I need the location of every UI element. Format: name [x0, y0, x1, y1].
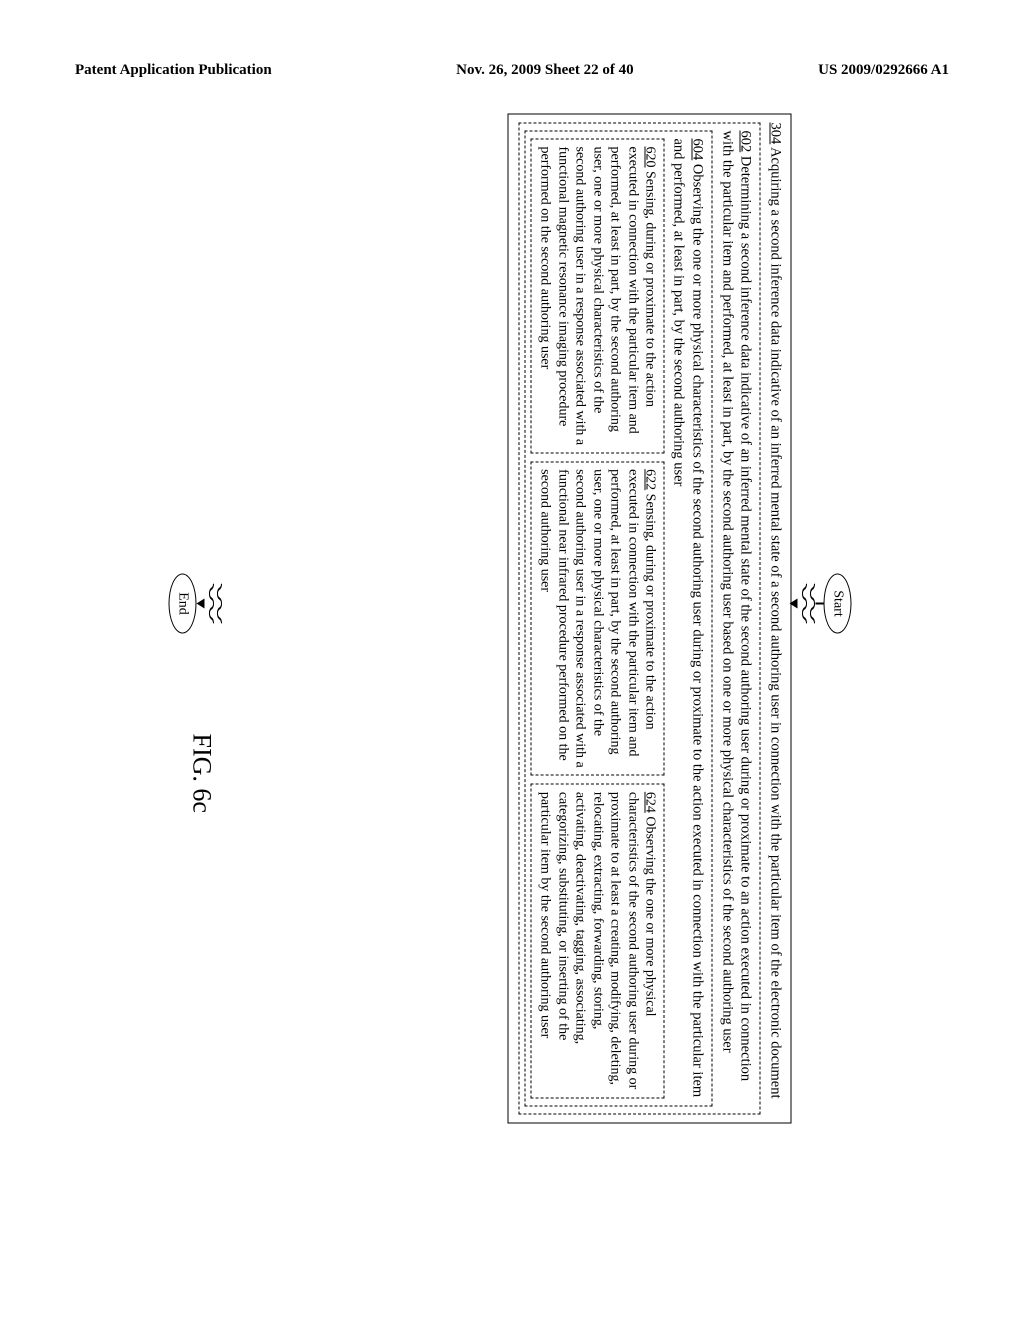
- step-num: 604: [689, 139, 705, 161]
- step-num: 620: [643, 147, 658, 168]
- step-body: Determining a second inference data indi…: [719, 131, 753, 1082]
- step-num: 602: [737, 131, 753, 153]
- step-num: 622: [643, 469, 658, 490]
- start-label: Start: [830, 590, 846, 616]
- step-624-box: 624 Observing the one or more physical c…: [530, 784, 665, 1099]
- end-label: End: [175, 592, 191, 615]
- break-squiggle: 〰: [799, 584, 809, 624]
- step-620-box: 620 Sensing, during or proximate to the …: [530, 139, 665, 454]
- step-body: Acquiring a second inference data indica…: [768, 144, 784, 1098]
- step-body: Sensing, during or proximate to the acti…: [538, 147, 658, 446]
- step-304-text: 304 Acquiring a second inference data in…: [766, 123, 784, 1115]
- step-602-box: 602 Determining a second inference data …: [518, 123, 760, 1115]
- end-node: End: [169, 574, 197, 634]
- start-node: Start: [824, 574, 852, 634]
- page-header: Patent Application Publication Nov. 26, …: [0, 62, 1024, 79]
- figure-label: FIG. 6c: [187, 734, 217, 813]
- flow-end-group: 〰 〰 End: [169, 574, 223, 634]
- step-body: Observing the one or more physical chara…: [538, 792, 658, 1089]
- flow-start-group: Start 〰 〰: [790, 574, 852, 634]
- break-squiggle: 〰: [206, 584, 216, 624]
- rotated-content: Start 〰 〰 304 Acquiring a second inferen…: [2, 284, 1022, 967]
- step-num: 624: [643, 792, 658, 813]
- step-602-text: 602 Determining a second inference data …: [718, 131, 754, 1107]
- step-num: 304: [768, 123, 784, 145]
- step-304-box: 304 Acquiring a second inference data in…: [507, 114, 791, 1124]
- step-622-box: 622 Sensing, during or proximate to the …: [530, 461, 665, 776]
- header-left: Patent Application Publication: [75, 62, 272, 79]
- header-right: US 2009/0292666 A1: [818, 62, 949, 79]
- header-center: Nov. 26, 2009 Sheet 22 of 40: [456, 62, 634, 79]
- step-body: Observing the one or more physical chara…: [671, 139, 705, 1098]
- step-604-text: 604 Observing the one or more physical c…: [670, 139, 706, 1099]
- step-body: Sensing, during or proximate to the acti…: [538, 469, 658, 768]
- step-604-box: 604 Observing the one or more physical c…: [524, 131, 712, 1107]
- inner-steps-row: 620 Sensing, during or proximate to the …: [530, 139, 665, 1099]
- diagram-canvas: Start 〰 〰 304 Acquiring a second inferen…: [169, 114, 852, 1134]
